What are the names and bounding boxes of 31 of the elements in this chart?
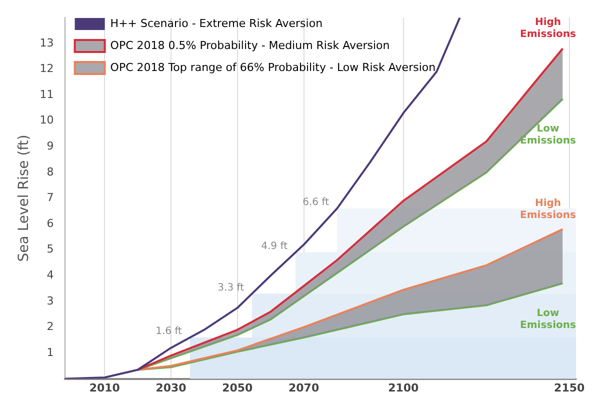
y-axis-title: Sea Level Rise (ft) [16, 134, 32, 262]
y-tick-label: 12 [40, 62, 54, 76]
legend-label: H++ Scenario - Extreme Risk Aversion [110, 16, 323, 30]
band-label: 1.6 ft [156, 326, 182, 338]
y-tick-label: 4 [46, 268, 54, 282]
band-label: 4.9 ft [261, 240, 288, 252]
y-tick-label: 6 [46, 216, 54, 230]
band-label: 3.3 ft [218, 282, 244, 294]
x-tick-label: 2010 [89, 381, 120, 394]
band-label: 6.6 ft [302, 197, 330, 208]
annotation: High Emissions [520, 17, 576, 40]
y-tick-label: 13 [40, 36, 54, 50]
y-tick-label: 7 [46, 191, 54, 204]
y-tick-label: 5 [46, 242, 54, 256]
x-tick-label: 2050 [222, 381, 254, 394]
y-tick-label: 3 [46, 294, 54, 308]
y-tick-label: 2 [46, 320, 54, 334]
x-tick-label: 2150 [554, 381, 586, 394]
legend-label: OPC 2018 0.5% Probability - Medium Risk Aversion [110, 38, 390, 52]
y-tick-label: 9 [46, 139, 54, 152]
annotation: Low Emissions [520, 308, 576, 331]
x-tick-label: 2030 [156, 381, 187, 394]
y-tick-label: 1 [46, 346, 54, 359]
y-tick-label: 11 [40, 88, 54, 101]
y-tick-label: 10 [40, 114, 54, 127]
x-tick-label: 2100 [388, 381, 420, 394]
x-tick-label: 2070 [288, 381, 320, 394]
annotation: Low Emissions [520, 123, 576, 146]
annotation: High Emissions [520, 198, 576, 221]
y-tick-label: 8 [46, 165, 54, 178]
legend-label: OPC 2018 Top range of 66% Probability - Low Risk Aversion [110, 60, 436, 74]
